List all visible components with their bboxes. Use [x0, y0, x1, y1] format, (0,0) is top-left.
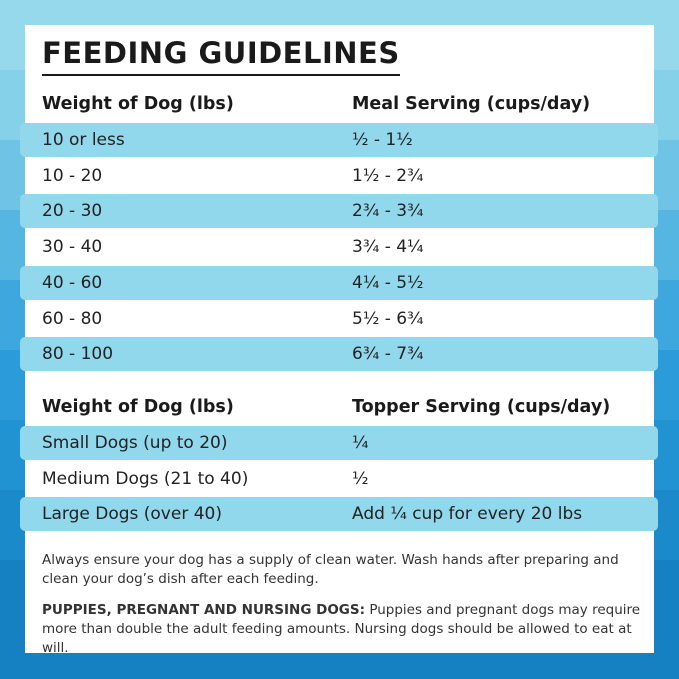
title: FEEDING GUIDELINES: [42, 36, 400, 76]
weight: 40 - 60: [42, 272, 103, 293]
row-highlight: [20, 337, 658, 372]
puppies-label: PUPPIES, PREGNANT AND NURSING DOGS:: [42, 602, 366, 618]
column-header: Weight of Dog (lbs): [42, 397, 234, 417]
serving: ½: [352, 468, 369, 489]
serving: 5½ - 6¾: [352, 308, 424, 329]
weight: Large Dogs (over 40): [42, 504, 222, 525]
serving: ¼: [352, 433, 369, 453]
serving: 2¾ - 3¾: [352, 201, 424, 222]
weight: 80 - 100: [42, 344, 114, 365]
serving: 3¾ - 4¼: [352, 237, 424, 258]
column-header: Weight of Dog (lbs): [42, 94, 234, 114]
puppies-text: Puppies and pregnant dogs may require mo…: [42, 602, 641, 656]
weight: 10 - 20: [42, 165, 103, 186]
row-highlight: [20, 123, 658, 157]
row-highlight: [20, 194, 658, 229]
serving: 4¼ - 5½: [352, 272, 424, 293]
puppies-note: PUPPIES, PREGNANT AND NURSING DOGS: Pupp…: [42, 601, 642, 658]
weight: 20 - 30: [42, 201, 103, 222]
weight: 10 or less: [42, 130, 125, 150]
serving: ½ - 1½: [352, 130, 413, 150]
serving: Add ¼ cup for every 20 lbs: [352, 504, 583, 525]
weight: Medium Dogs (21 to 40): [42, 468, 249, 489]
row-highlight: [20, 426, 658, 460]
serving: 6¾ - 7¾: [352, 344, 424, 365]
column-header: Topper Serving (cups/day): [352, 397, 611, 417]
weight: 30 - 40: [42, 237, 103, 258]
row-highlight: [20, 497, 658, 532]
weight: 60 - 80: [42, 308, 103, 329]
column-header: Meal Serving (cups/day): [352, 94, 591, 114]
water-note: Always ensure your dog has a supply of c…: [42, 552, 619, 587]
serving: 1½ - 2¾: [352, 165, 424, 186]
weight: Small Dogs (up to 20): [42, 433, 228, 453]
row-highlight: [20, 265, 658, 300]
